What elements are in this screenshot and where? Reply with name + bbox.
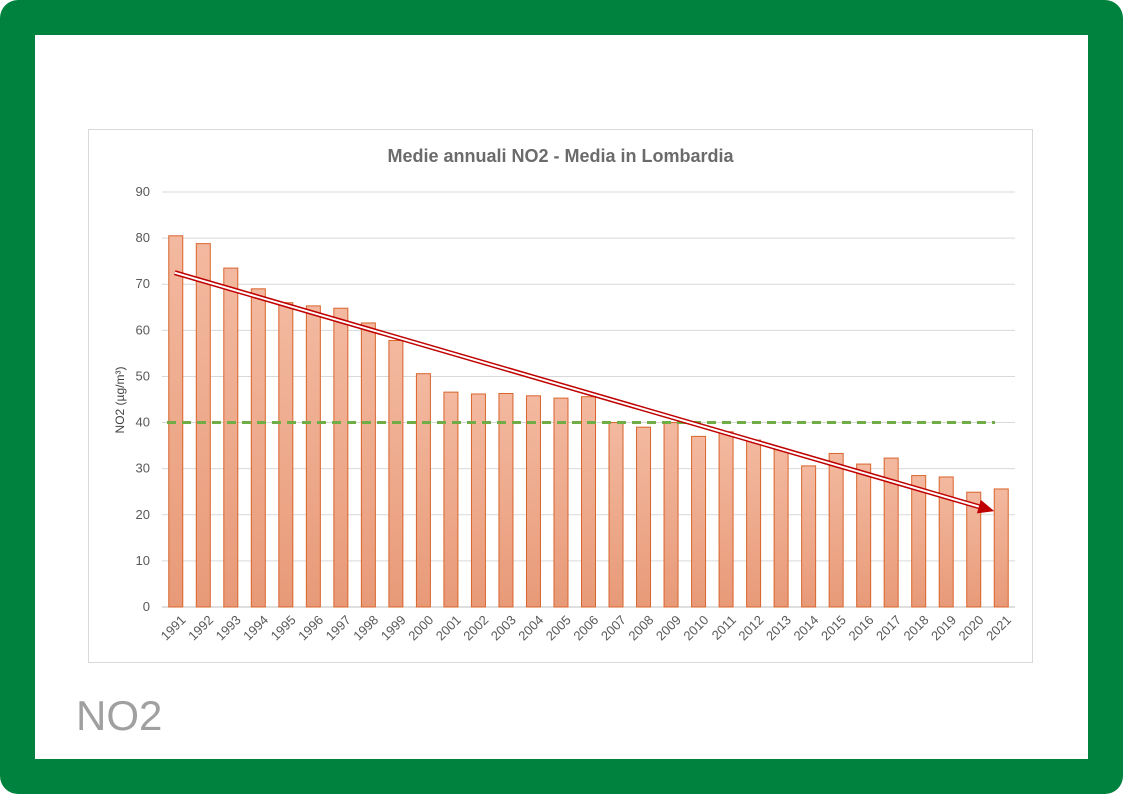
x-tick-label: 1997: [323, 612, 354, 643]
y-tick-label: 60: [136, 322, 150, 337]
y-tick-label: 20: [136, 507, 150, 522]
bar: [938, 476, 954, 608]
y-tick-label: 40: [136, 415, 150, 430]
bar: [911, 475, 927, 608]
bar: [223, 267, 239, 608]
bar: [718, 431, 734, 608]
bar: [195, 243, 211, 608]
x-tick-label: 2016: [846, 612, 877, 643]
x-tick-label: 2009: [653, 612, 684, 643]
bar: [415, 373, 431, 608]
x-tick-label: 1992: [185, 612, 216, 643]
caption: NO2: [76, 692, 163, 739]
x-tick-label: 2021: [983, 612, 1014, 643]
x-tick-label: 1994: [240, 612, 271, 643]
bar: [966, 491, 982, 608]
x-tick-label: 2007: [598, 612, 629, 643]
bar: [993, 488, 1009, 608]
bar: [746, 439, 762, 608]
bar: [801, 465, 817, 608]
x-tick-label: 2004: [515, 612, 546, 643]
y-tick-label: 10: [136, 553, 150, 568]
x-tick-label: 2000: [405, 612, 436, 643]
x-tick-label: 2003: [488, 612, 519, 643]
bar: [250, 288, 266, 608]
bar: [608, 422, 624, 608]
bar: [773, 449, 789, 608]
bar: [443, 391, 459, 608]
x-tick-label: 2019: [928, 612, 959, 643]
bar: [883, 457, 899, 608]
bar: [553, 397, 569, 608]
x-tick-label: 2012: [735, 612, 766, 643]
y-tick-label: 70: [136, 276, 150, 291]
x-tick-label: 2005: [543, 612, 574, 643]
y-tick-label: 30: [136, 461, 150, 476]
x-tick-label: 2015: [818, 612, 849, 643]
bar: [663, 422, 679, 608]
y-axis-label: NO2 (µg/m³): [113, 367, 127, 434]
x-tick-label: 2008: [625, 612, 656, 643]
y-tick-label: 90: [136, 184, 150, 199]
x-tick-label: 1991: [158, 612, 189, 643]
x-tick-label: 1996: [295, 612, 326, 643]
bar: [498, 393, 514, 608]
bar: [828, 452, 844, 608]
x-tick-label: 2011: [709, 612, 739, 642]
x-tick-label: 2017: [873, 612, 904, 643]
bar: [470, 393, 486, 608]
bar: [333, 307, 349, 608]
y-tick-label: 50: [136, 368, 150, 383]
y-tick-label: 80: [136, 230, 150, 245]
bar: [525, 395, 541, 608]
x-tick-label: 2010: [680, 612, 711, 643]
x-tick-label: 2014: [790, 612, 821, 643]
x-tick-label: 1993: [213, 612, 244, 643]
bar: [856, 463, 872, 608]
bar: [691, 435, 707, 608]
x-tick-label: 1998: [350, 612, 381, 643]
bar: [388, 339, 404, 608]
trend-arrow-head: [976, 499, 995, 514]
x-tick-label: 2020: [956, 612, 987, 643]
bar: [636, 426, 652, 608]
x-tick-label: 1995: [268, 612, 299, 643]
x-tick-label: 2006: [570, 612, 601, 643]
trend-arrow-inner: [174, 271, 980, 508]
x-tick-label: 2013: [763, 612, 794, 643]
x-tick-label: 2001: [433, 612, 464, 643]
x-tick-label: 2018: [901, 612, 932, 643]
y-tick-label: 0: [143, 599, 150, 614]
bar: [305, 305, 321, 608]
chart-title: Medie annuali NO2 - Media in Lombardia: [387, 146, 734, 166]
x-tick-label: 1999: [378, 612, 409, 643]
bar: [360, 322, 376, 608]
x-tick-label: 2002: [460, 612, 491, 643]
bar: [278, 302, 294, 608]
bar: [581, 396, 596, 608]
